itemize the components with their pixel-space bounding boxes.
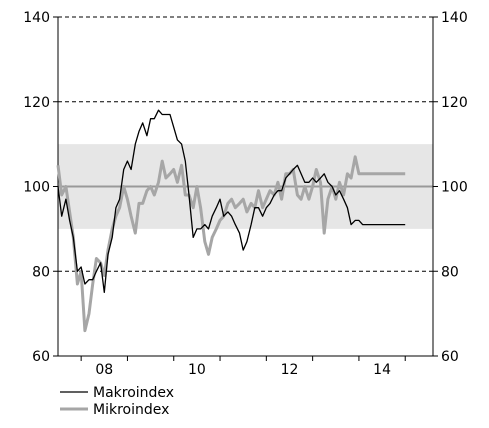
series-layer (56, 109, 406, 333)
series-line-mikroindex (56, 155, 406, 333)
y-tick-label-left: 100 (23, 180, 50, 196)
axes-layer: 60 60 80 80 100 100 120 120 140 140 08 10 12 14 (23, 10, 467, 378)
y-tick-label-right: 140 (441, 10, 468, 26)
x-tick-label: 08 (95, 362, 113, 378)
y-tick-label-left: 140 (23, 10, 50, 26)
legend-label-makroindex: Makroindex (93, 385, 174, 401)
y-tick-label-right: 100 (441, 180, 468, 196)
series-line-makroindex (57, 109, 406, 294)
y-tick-label-left: 80 (32, 264, 50, 280)
x-tick-label: 12 (281, 362, 299, 378)
y-tick-label-left: 60 (32, 349, 50, 365)
x-tick-label: 10 (188, 362, 206, 378)
y-tick-label-right: 80 (441, 264, 459, 280)
y-tick-label-right: 120 (441, 95, 468, 111)
legend-label-mikroindex: Mikroindex (93, 402, 169, 418)
x-tick-label: 14 (373, 362, 391, 378)
y-tick-label-right: 60 (441, 349, 459, 365)
y-tick-label-left: 120 (23, 95, 50, 111)
gridlines-layer (58, 16, 433, 272)
